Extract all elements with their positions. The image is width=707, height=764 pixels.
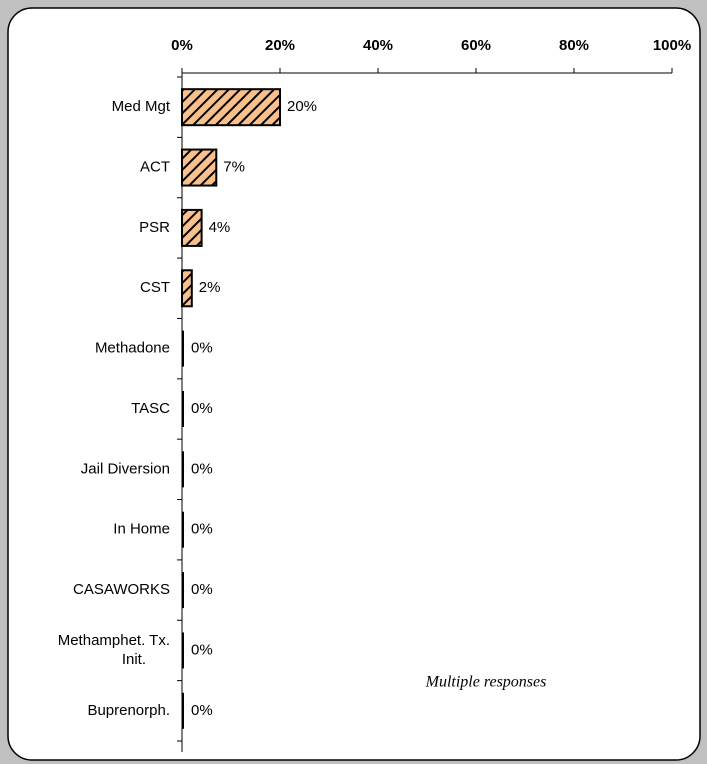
x-tick-label: 100% [653, 37, 691, 54]
value-label: 0% [191, 581, 213, 598]
x-tick-label: 80% [559, 37, 589, 54]
y-tick-label: Jail Diversion [81, 460, 170, 477]
y-tick-label: In Home [113, 521, 170, 538]
x-tick-label: 40% [363, 37, 393, 54]
x-tick-label: 20% [265, 37, 295, 54]
y-tick-label: Methamphet. Tx. Init. [58, 632, 170, 668]
value-label: 4% [209, 219, 231, 236]
y-tick-label: TASC [131, 400, 170, 417]
value-label: 2% [199, 279, 221, 296]
x-tick-label: 0% [171, 37, 193, 54]
value-label: 0% [191, 702, 213, 719]
bar [181, 208, 203, 247]
bar [181, 88, 281, 127]
value-label: 7% [223, 159, 245, 176]
value-label: 0% [191, 340, 213, 357]
value-label: 0% [191, 400, 213, 417]
annotation: Multiple responses [425, 674, 547, 691]
x-tick-label: 60% [461, 37, 491, 54]
panel [7, 7, 701, 761]
value-label: 0% [191, 641, 213, 658]
y-tick-label: CASAWORKS [73, 581, 170, 598]
bar [181, 148, 218, 187]
y-tick-label: Methadone [95, 340, 170, 357]
bar [181, 269, 193, 308]
y-tick-label: Buprenorph. [87, 702, 170, 719]
value-label: 0% [191, 521, 213, 538]
value-label: 0% [191, 460, 213, 477]
y-tick-label: ACT [140, 159, 170, 176]
y-tick-label: CST [140, 279, 170, 296]
value-label: 20% [287, 98, 317, 115]
y-tick-label: PSR [139, 219, 170, 236]
y-tick-label: Med Mgt [112, 98, 171, 115]
